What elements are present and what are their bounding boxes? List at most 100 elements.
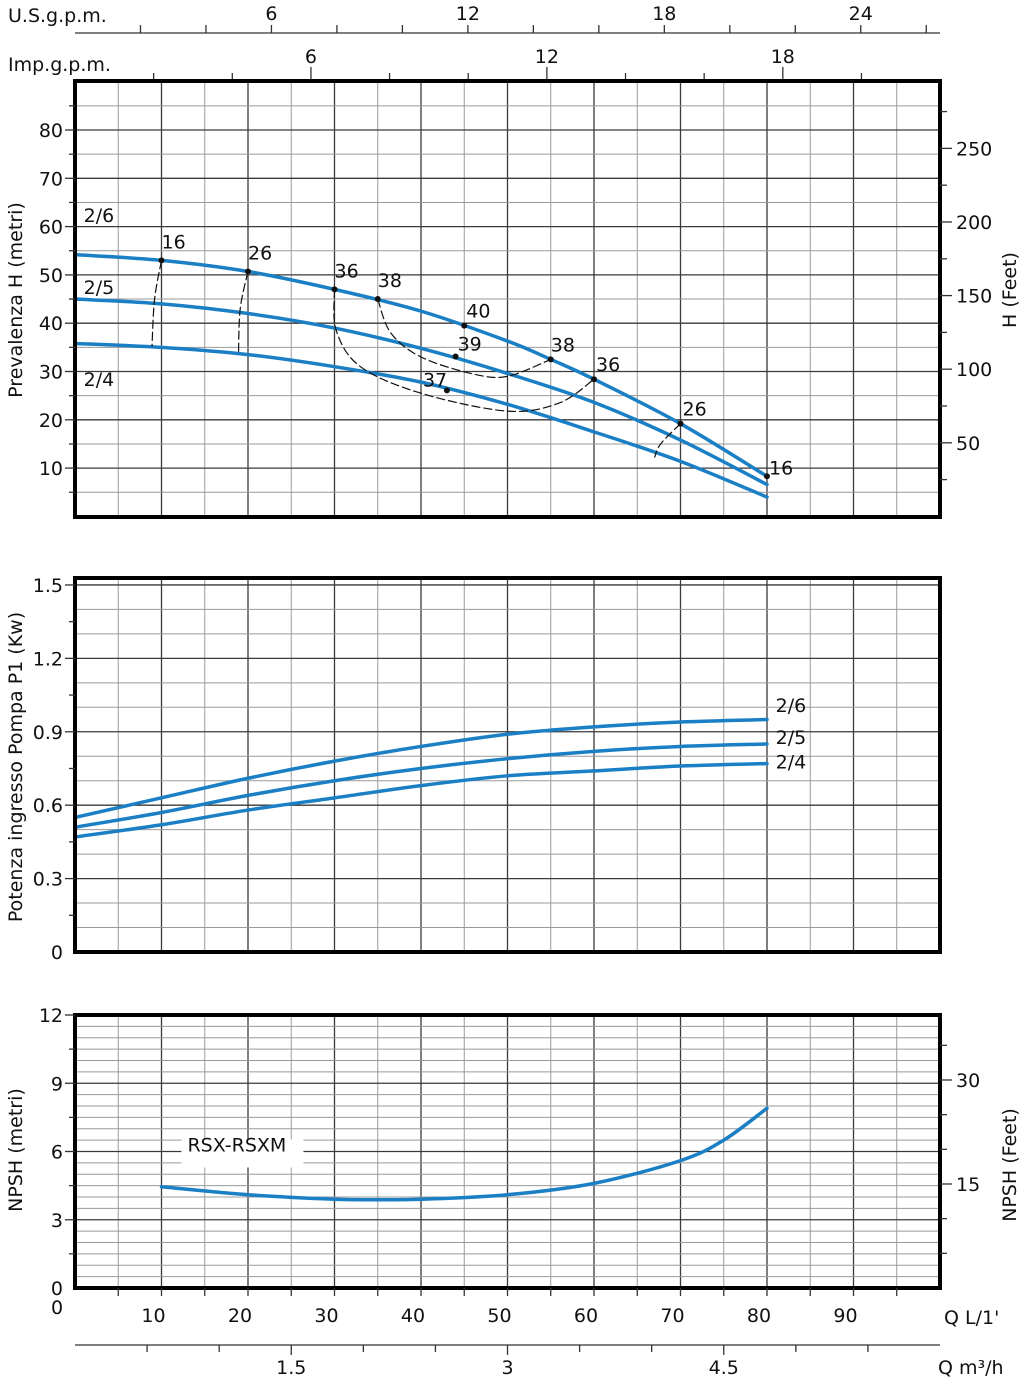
curve-2-5 (73, 742, 769, 829)
iso-efficiency-curve (377, 298, 551, 379)
q-lmin-tick-label: 30 (314, 1305, 338, 1327)
iso-efficiency-curve (333, 289, 595, 413)
curve-2-6 (73, 717, 769, 820)
efficiency-point (245, 268, 251, 275)
efficiency-label: 40 (466, 301, 490, 323)
efficiency-point (547, 356, 554, 363)
y-tick-label: 0.3 (33, 869, 63, 891)
y-tick-label: 40 (39, 313, 63, 335)
q-lmin-tick-label: 40 (401, 1305, 425, 1327)
y-tick-label: 6 (51, 1142, 63, 1164)
curve-label: 2/6 (776, 695, 807, 717)
iso-efficiency-curve (151, 260, 163, 347)
imp-gpm-tick-label: 6 (305, 46, 317, 68)
us-gpm-tick-label: 6 (265, 3, 277, 25)
q-m3h-tick-label: 3 (501, 1357, 513, 1379)
y-tick-label: 80 (39, 120, 63, 142)
efficiency-label: 39 (458, 334, 482, 356)
curve-2-4 (73, 341, 769, 499)
efficiency-point (158, 257, 165, 264)
curve-2-6 (73, 252, 769, 479)
efficiency-label: 36 (596, 354, 620, 376)
efficiency-label: 38 (378, 270, 402, 292)
us-gpm-tick-label: 24 (849, 3, 873, 25)
plot-frame (73, 576, 942, 954)
right-y-tick-label: 150 (956, 286, 992, 308)
efficiency-label: 37 (423, 369, 447, 391)
right-y-tick-label: 15 (956, 1174, 980, 1196)
efficiency-label: 38 (551, 334, 575, 356)
curve-label: 2/6 (84, 205, 115, 227)
us-gpm-tick-label: 12 (456, 3, 480, 25)
efficiency-point (764, 473, 770, 480)
efficiency-point (331, 286, 338, 293)
y-tick-label: 10 (39, 458, 63, 480)
bottom-flow-axes: 0 10 20 30 40 50 60 70 80 90 Q L/1' 1.5 3 4.5 Q m³/… (51, 1297, 1004, 1379)
q-lmin-tick-label: 50 (487, 1305, 511, 1327)
right-y-tick-label: 50 (956, 433, 980, 455)
curve-label: RSX-RSXM (187, 1135, 286, 1157)
curve-label: 2/4 (776, 751, 807, 773)
y-tick-label: 0 (51, 1278, 63, 1300)
us-gpm-axis-label: U.S.g.p.m. (8, 5, 107, 27)
right-y-tick-label: 200 (956, 212, 992, 234)
efficiency-label: 16 (162, 231, 186, 253)
us-gpm-ticks: 6 12 18 24 (139, 3, 927, 33)
curve-label: 2/5 (776, 727, 807, 749)
q-lmin-tick-label: 20 (228, 1305, 252, 1327)
y-tick-label: 50 (39, 265, 63, 287)
power-chart-panel: 2/6 2/52/4 0 0.3 0.6 0.9 1.2 1.5 (33, 575, 942, 964)
y-tick-label: 20 (39, 410, 63, 432)
efficiency-label: 16 (769, 457, 793, 479)
q-m3h-ticks: 1.5 3 4.5 (146, 1345, 869, 1379)
right-y-tick-label: 250 (956, 138, 992, 160)
efficiency-point (591, 376, 597, 383)
q-m3h-axis-label: Q m³/h (938, 1357, 1004, 1379)
q-lmin-tick-label: 60 (574, 1305, 598, 1327)
y-tick-label: 0.6 (33, 795, 63, 817)
y-tick-label: 9 (51, 1073, 63, 1095)
imp-gpm-ticks: 6 12 18 (152, 46, 863, 81)
curve-label: 2/5 (84, 277, 115, 299)
efficiency-point (443, 387, 450, 394)
right-y-tick-label: 30 (956, 1070, 980, 1092)
npsh-chart-panel: RSX-RSXM 0 3 6 9 12 15 30 (39, 1005, 980, 1300)
imp-gpm-tick-label: 18 (771, 46, 795, 68)
imp-gpm-tick-label: 12 (535, 46, 559, 68)
curve-label: 2/4 (84, 369, 115, 391)
y-tick-label: 1.2 (33, 648, 63, 670)
q-m3h-tick-label: 1.5 (276, 1357, 306, 1379)
imp-gpm-axis-label: Imp.g.p.m. (8, 54, 111, 76)
iso-efficiency-curve (237, 271, 249, 355)
curve-2-4 (73, 761, 769, 839)
curve-rsx-rsxm (159, 1106, 769, 1202)
q-lmin-tick-label: 80 (747, 1305, 771, 1327)
label-background (181, 1139, 304, 1168)
q-lmin-tick-label: 90 (833, 1305, 857, 1327)
npsh-y-axis-title: NPSH (metri) (5, 1088, 27, 1212)
power-y-axis-title: Potenza ingresso Pompa P1 (Kw) (5, 612, 27, 922)
y-tick-label: 0 (51, 942, 63, 964)
efficiency-label: 36 (335, 260, 359, 282)
right-y-tick-label: 100 (956, 359, 992, 381)
head-y-axis-title: Prevalenza H (metri) (5, 202, 27, 398)
y-tick-label: 60 (39, 217, 63, 239)
q-lmin-tick-label: 70 (660, 1305, 684, 1327)
q-lmin-tick-label: 0 (51, 1297, 63, 1319)
y-tick-label: 3 (51, 1210, 63, 1232)
efficiency-label: 26 (248, 243, 272, 265)
y-tick-label: 1.5 (33, 575, 63, 597)
efficiency-point (461, 322, 468, 329)
y-tick-label: 12 (39, 1005, 63, 1027)
us-gpm-tick-label: 18 (652, 3, 676, 25)
q-lmin-tick-label: 10 (141, 1305, 165, 1327)
efficiency-point (452, 353, 459, 360)
npsh-right-axis-title: NPSH (Feet) (999, 1108, 1021, 1222)
y-tick-label: 0.9 (33, 722, 63, 744)
top-flow-axes: U.S.g.p.m. 6 12 18 24 Imp.g.p.m. 6 12 18 (8, 3, 940, 81)
y-tick-label: 30 (39, 362, 63, 384)
efficiency-point (677, 420, 684, 427)
q-lmin-ticks: 0 10 20 30 40 50 60 70 80 90 (51, 1297, 858, 1327)
q-m3h-tick-label: 4.5 (709, 1357, 739, 1379)
